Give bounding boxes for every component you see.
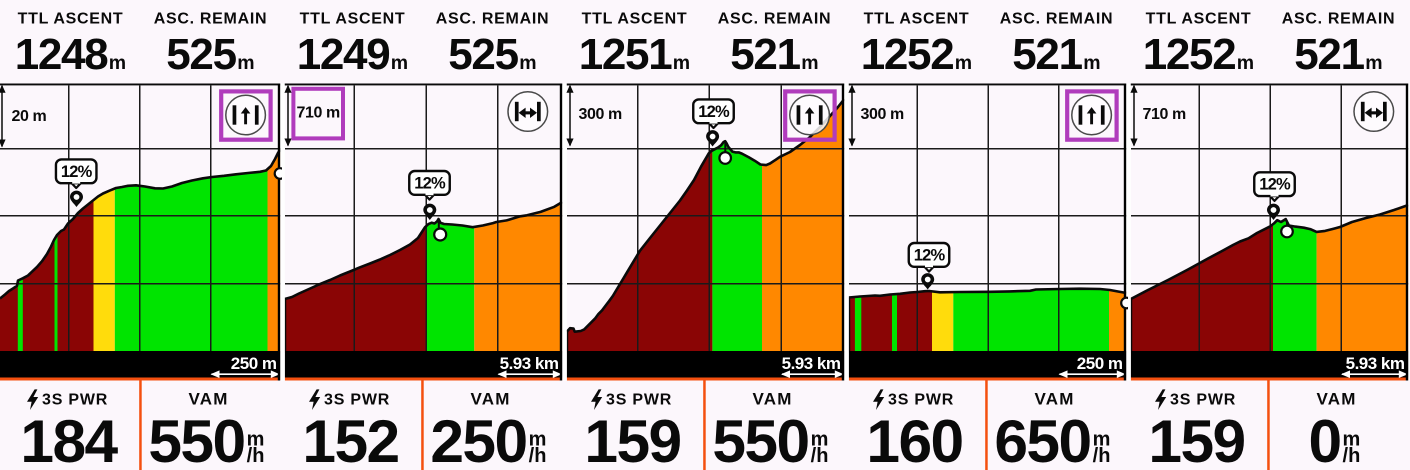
svg-text:550: 550 [148,407,244,470]
svg-text:5.93 km: 5.93 km [500,354,559,373]
svg-text:12%: 12% [414,174,446,192]
svg-text:TTL ASCENT: TTL ASCENT [582,11,688,28]
svg-text:525: 525 [166,30,236,79]
svg-text:m: m [519,52,536,74]
svg-text:3S PWR: 3S PWR [42,392,108,409]
svg-text:1252: 1252 [1143,30,1236,79]
svg-text:20 m: 20 m [12,108,47,125]
svg-text:VAM: VAM [188,390,228,409]
svg-text:/h: /h [529,445,547,467]
svg-text:VAM: VAM [470,390,510,409]
svg-text:m: m [247,429,265,451]
svg-text:TTL ASCENT: TTL ASCENT [18,11,124,28]
svg-text:/h: /h [247,445,265,467]
svg-text:184: 184 [20,407,118,470]
svg-text:TTL ASCENT: TTL ASCENT [1146,11,1252,28]
svg-text:/h: /h [811,445,829,467]
svg-text:m: m [811,429,829,451]
svg-text:1248: 1248 [15,30,109,79]
svg-text:521: 521 [1012,30,1082,79]
svg-text:250: 250 [430,407,526,470]
svg-text:/h: /h [1093,445,1111,467]
svg-text:m: m [109,52,126,74]
svg-text:ASC. REMAIN: ASC. REMAIN [436,11,549,28]
svg-text:ASC. REMAIN: ASC. REMAIN [1282,11,1395,28]
svg-text:/h: /h [1343,445,1361,467]
svg-text:m: m [1343,429,1361,451]
svg-text:12%: 12% [698,103,730,121]
svg-text:TTL ASCENT: TTL ASCENT [300,11,406,28]
svg-text:12%: 12% [914,246,946,264]
svg-text:300 m: 300 m [861,106,905,123]
svg-text:521: 521 [730,30,800,79]
svg-text:152: 152 [302,407,398,470]
svg-text:VAM: VAM [1034,390,1074,409]
svg-text:m: m [801,52,818,74]
svg-text:159: 159 [1148,407,1244,470]
svg-text:m: m [1237,52,1254,74]
svg-text:VAM: VAM [1316,390,1356,409]
svg-text:m: m [1365,52,1382,74]
svg-text:m: m [1093,429,1111,451]
svg-text:710 m: 710 m [1143,106,1187,123]
svg-text:550: 550 [712,407,808,470]
svg-text:3S PWR: 3S PWR [1170,392,1236,409]
svg-text:1252: 1252 [861,30,954,79]
svg-text:300 m: 300 m [579,106,623,123]
svg-text:m: m [955,52,972,74]
svg-text:m: m [1083,52,1100,74]
svg-text:3S PWR: 3S PWR [606,392,672,409]
svg-text:3S PWR: 3S PWR [324,392,390,409]
svg-text:VAM: VAM [752,390,792,409]
svg-text:1251: 1251 [579,30,673,79]
svg-text:12%: 12% [61,163,93,181]
svg-text:710 m: 710 m [297,105,341,122]
svg-text:159: 159 [584,407,680,470]
svg-text:5.93 km: 5.93 km [1346,354,1405,373]
svg-text:TTL ASCENT: TTL ASCENT [864,11,970,28]
svg-text:160: 160 [866,407,962,470]
svg-text:525: 525 [448,30,518,79]
svg-text:ASC. REMAIN: ASC. REMAIN [1000,11,1113,28]
svg-text:1249: 1249 [297,30,390,79]
svg-text:m: m [529,429,547,451]
svg-text:ASC. REMAIN: ASC. REMAIN [154,11,267,28]
svg-text:3S PWR: 3S PWR [888,392,954,409]
svg-text:m: m [237,52,254,74]
svg-text:m: m [673,52,690,74]
svg-text:521: 521 [1294,30,1364,79]
svg-text:0: 0 [1308,407,1340,470]
svg-text:5.93 km: 5.93 km [782,354,841,373]
svg-text:250 m: 250 m [231,354,277,373]
svg-text:ASC. REMAIN: ASC. REMAIN [718,11,831,28]
svg-text:250 m: 250 m [1077,354,1123,373]
svg-text:12%: 12% [1259,176,1291,194]
svg-text:m: m [391,52,408,74]
svg-text:650: 650 [994,407,1090,470]
